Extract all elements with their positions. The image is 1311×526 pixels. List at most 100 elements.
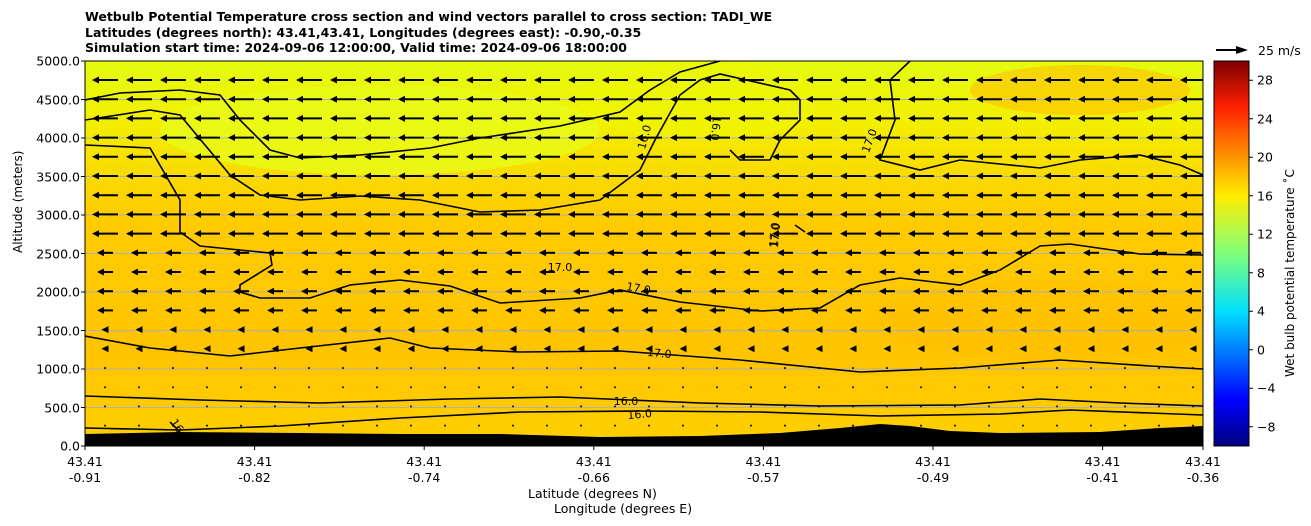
wind-arrow [636,134,662,142]
colorbar-tick-label: 12 [1257,226,1273,242]
wind-arrow [879,249,895,257]
wind-arrow [376,424,378,427]
wind-arrow [466,95,492,103]
y-tick-label: 1000.0 [36,361,80,377]
wind-arrow [104,386,106,389]
wind-arrow [308,405,310,408]
contour-label: 17.0 [767,222,782,248]
wind-arrow [675,287,691,295]
wind-arrow [947,268,963,276]
wind-arrow [444,405,446,408]
wind-arrow [777,249,793,257]
wind-arrow [879,287,895,295]
y-tick-label: 4500.0 [36,92,80,107]
wind-arrow [981,249,997,257]
wind-arrow [1146,153,1172,161]
wind-arrow [750,424,752,427]
wind-arrow [840,95,866,103]
wind-arrow [670,114,696,122]
wind-arrow [1146,230,1172,238]
wind-arrow [679,326,687,334]
wind-arrow [97,287,113,295]
wind-arrow [403,306,419,314]
wind-arrow [432,210,458,218]
y-tick-label: 0.0 [60,438,80,454]
wind-arrow [607,306,623,314]
wind-arrow [1112,153,1138,161]
wind-arrow [296,191,322,199]
wind-arrow [1078,210,1104,218]
wind-arrow [1083,249,1099,257]
wind-arrow [815,326,823,334]
wind-arrow [845,268,861,276]
wind-arrow [471,249,487,257]
wind-arrow [580,424,582,427]
wind-arrow [274,386,276,389]
cool-patch [160,85,600,175]
wind-arrow [131,268,147,276]
wind-arrow [437,287,453,295]
wind-arrow [138,386,140,389]
wind-arrow [475,345,483,353]
wind-arrow [1015,249,1031,257]
wind-arrow [709,249,725,257]
wind-arrow [373,326,381,334]
wind-arrow [713,326,721,334]
wind-arrow [942,76,968,84]
wind-arrow [874,172,900,180]
wind-arrow [364,230,390,238]
wind-arrow [815,345,823,353]
x-tick-lat: 43.41 [67,454,103,469]
wind-arrow [342,386,344,389]
wind-arrow [403,268,419,276]
wind-arrow [432,191,458,199]
wind-arrow [1044,114,1070,122]
wind-arrow [126,153,152,161]
wind-arrow [233,306,249,314]
colorbar-tick-label: 0 [1257,342,1265,358]
wind-arrow [92,191,118,199]
wind-arrow [1151,306,1167,314]
wind-arrow [466,172,492,180]
wind-arrow [194,134,220,142]
wind-arrow [194,76,220,84]
wind-arrow [670,172,696,180]
colorbar-tick-label: 28 [1257,72,1273,88]
wind-arrow [981,287,997,295]
wind-arrow [240,424,242,427]
wind-arrow [194,95,220,103]
wind-arrow [364,172,390,180]
wind-arrow [784,405,786,408]
wind-arrow [772,76,798,84]
wind-arrow [534,76,560,84]
wind-arrow [534,95,560,103]
wind-arrow [1049,249,1065,257]
wind-arrow [908,76,934,84]
wind-arrow [432,172,458,180]
wind-arrow [1146,76,1172,84]
wind-arrow [364,134,390,142]
y-ticks [81,60,85,447]
wind-arrow [274,424,276,427]
wind-arrow [976,114,1002,122]
wind-arrow [369,249,385,257]
wind-arrow [976,230,1002,238]
wind-arrow [568,230,594,238]
wind-arrow [716,424,718,427]
wind-arrow [1019,345,1027,353]
wind-arrow [954,424,956,427]
wind-arrow [206,424,208,427]
wind-arrow [169,326,177,334]
wind-arrow [704,95,730,103]
wind-arrow [1090,367,1092,369]
wind-arrow [233,268,249,276]
wind-arrow [811,306,827,314]
wind-arrow [364,153,390,161]
wind-arrow [441,345,449,353]
wind-arrow [398,210,424,218]
wind-arrow [988,424,990,427]
x-tick-lon: -0.91 [68,470,102,485]
wind-arrow [1078,76,1104,84]
wind-arrow [1151,287,1167,295]
contour-line [169,421,181,433]
